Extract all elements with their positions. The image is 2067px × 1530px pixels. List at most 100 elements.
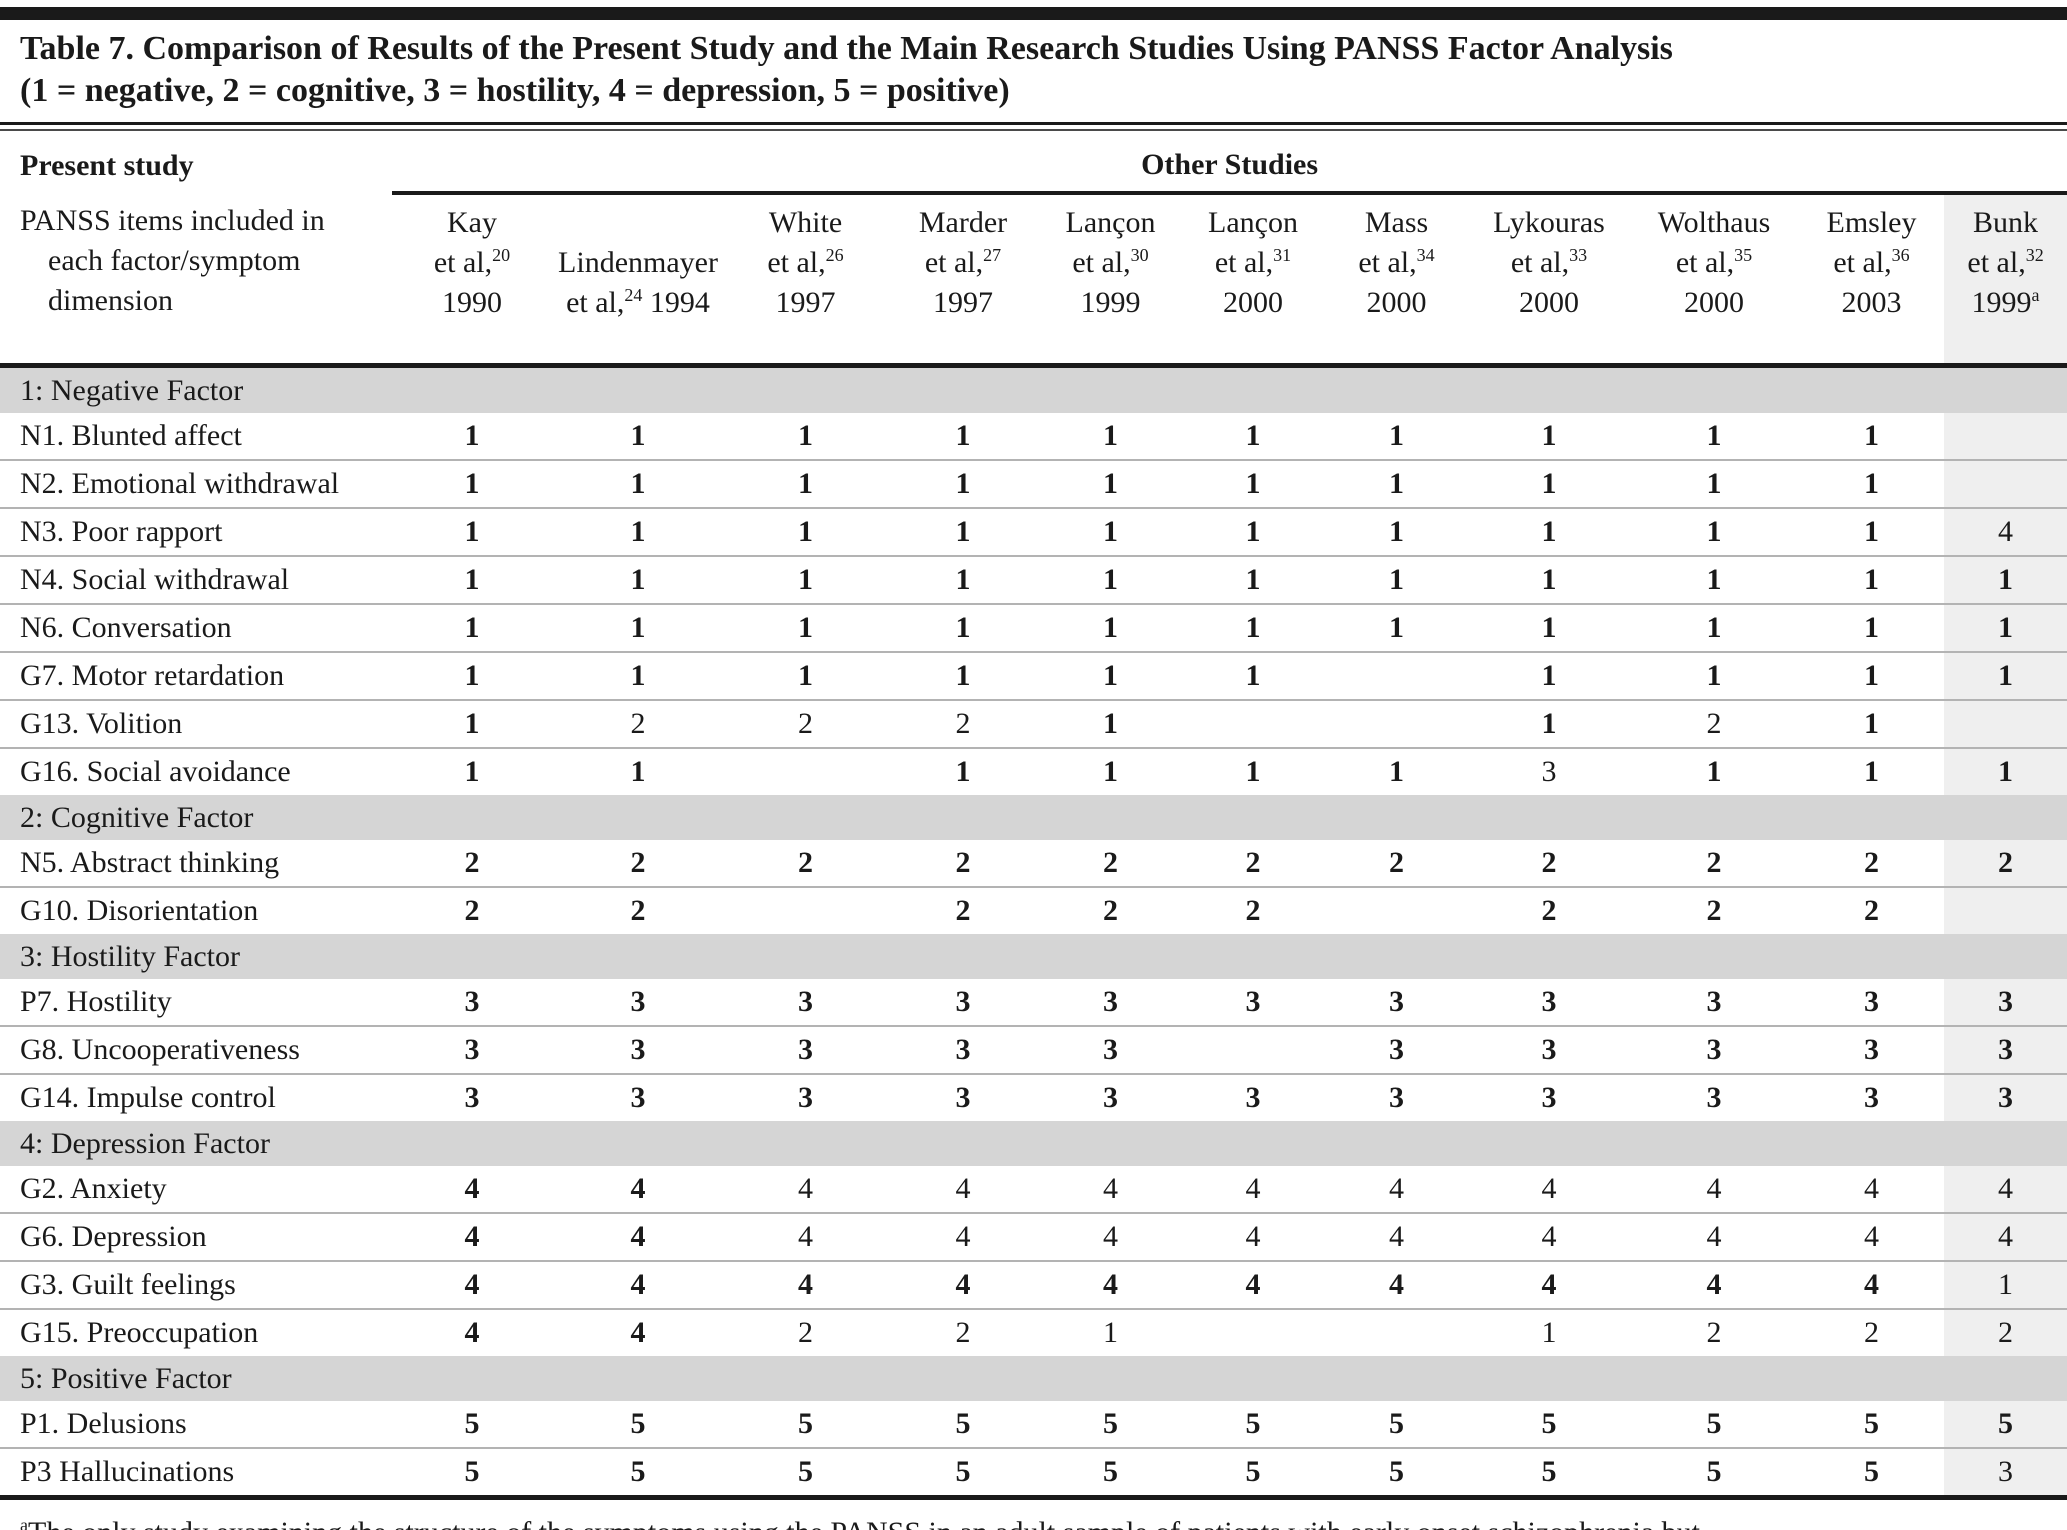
reference-superscript: a bbox=[2031, 285, 2040, 306]
value-cell: 1 bbox=[1629, 459, 1799, 509]
value-cell: 2 bbox=[1039, 886, 1182, 935]
column-header-line: Kay bbox=[447, 206, 497, 240]
value-cell: 1 bbox=[464, 419, 480, 453]
column-header-kay: Kay et al,20 1990 bbox=[392, 193, 552, 369]
value-cell: 1 bbox=[1944, 651, 2067, 701]
value-cell: 1 bbox=[552, 603, 724, 653]
table-row: N4. Social withdrawal 1 1 1 1 1 1 1 1 1 1 1 bbox=[0, 555, 2067, 605]
reference-superscript: 33 bbox=[1569, 245, 1588, 266]
value-cell: 1 bbox=[1799, 699, 1944, 749]
value-cell: 2 bbox=[392, 886, 552, 935]
value-cell: 1 bbox=[1039, 555, 1182, 605]
value-cell: 5 bbox=[464, 1407, 480, 1441]
value-cell bbox=[724, 747, 887, 796]
value-cell bbox=[1324, 699, 1469, 749]
value-cell: 2 bbox=[887, 1308, 1039, 1357]
value-cell: 1 bbox=[1799, 603, 1944, 653]
footnote-a-text: The only study examining the structure o… bbox=[28, 1516, 1700, 1530]
row-label: P3 Hallucinations bbox=[0, 1447, 392, 1496]
value-cell: 1 bbox=[1039, 699, 1182, 749]
table-row: N6. Conversation 1 1 1 1 1 1 1 1 1 1 1 bbox=[0, 603, 2067, 653]
value-cell: 1 bbox=[724, 459, 887, 509]
column-header-white: White et al,26 1997 bbox=[724, 193, 887, 369]
section-header: 2: Cognitive Factor bbox=[0, 795, 2067, 841]
reference-superscript: 30 bbox=[1130, 245, 1149, 266]
table-row: G2. Anxiety 4 4 4 4 4 4 4 4 4 4 4 bbox=[0, 1166, 2067, 1214]
value-cell: 1 bbox=[724, 507, 887, 557]
table-row: G8. Uncooperativeness 3 3 3 3 3 3 3 3 3 3 bbox=[0, 1025, 2067, 1075]
value-cell: 3 bbox=[1944, 1447, 2067, 1496]
value-cell: 1 bbox=[1469, 555, 1629, 605]
value-cell: 4 bbox=[1182, 1212, 1324, 1262]
value-cell: 3 bbox=[1389, 985, 1404, 1019]
value-cell: 1 bbox=[552, 651, 724, 701]
value-cell: 4 bbox=[1469, 1212, 1629, 1262]
value-cell: 3 bbox=[552, 1025, 724, 1075]
value-cell: 1 bbox=[392, 507, 552, 557]
value-cell: 4 bbox=[552, 1212, 724, 1262]
value-cell: 3 bbox=[1944, 979, 2067, 1027]
value-cell: 5 bbox=[1469, 1447, 1629, 1496]
value-cell: 3 bbox=[1799, 1073, 1944, 1122]
value-cell: 3 bbox=[1469, 747, 1629, 796]
column-header-line: et al,30 bbox=[1072, 245, 1149, 280]
value-cell: 1 bbox=[1944, 1260, 2067, 1310]
value-cell bbox=[1182, 699, 1324, 749]
value-cell: 1 bbox=[1039, 1308, 1182, 1357]
value-cell: 4 bbox=[798, 1172, 813, 1206]
value-cell: 1 bbox=[1469, 651, 1629, 701]
title-divider bbox=[0, 122, 2067, 132]
value-cell: 3 bbox=[1944, 1025, 2067, 1075]
value-cell: 1 bbox=[1039, 459, 1182, 509]
value-cell: 3 bbox=[1039, 1073, 1182, 1122]
table-body: 1: Negative Factor N1. Blunted affect 1 1 1 1… bbox=[0, 365, 2067, 1496]
table-row: G14. Impulse control 3 3 3 3 3 3 3 3 3 3 3 bbox=[0, 1073, 2067, 1122]
value-cell: 3 bbox=[1103, 985, 1118, 1019]
value-cell bbox=[1182, 1308, 1324, 1357]
reference-superscript: 32 bbox=[2025, 245, 2044, 266]
value-cell: 1 bbox=[1182, 555, 1324, 605]
value-cell: 1 bbox=[1324, 747, 1469, 796]
stub-header-line: each factor/symptom bbox=[48, 244, 301, 278]
value-cell: 2 bbox=[630, 846, 646, 880]
column-header-line: et al,24 1994 bbox=[566, 285, 710, 320]
table-row: G7. Motor retardation 1 1 1 1 1 1 1 1 1 1 bbox=[0, 651, 2067, 701]
table-row: G6. Depression 4 4 4 4 4 4 4 4 4 4 4 bbox=[0, 1212, 2067, 1262]
row-label: G14. Impulse control bbox=[0, 1073, 392, 1122]
value-cell: 1 bbox=[1039, 507, 1182, 557]
table-row: N1. Blunted affect 1 1 1 1 1 1 1 1 1 1 bbox=[0, 413, 2067, 461]
present-study-label: Present study bbox=[20, 149, 194, 183]
value-cell: 4 bbox=[1182, 1260, 1324, 1310]
value-cell: 4 bbox=[724, 1212, 887, 1262]
value-cell: 1 bbox=[887, 747, 1039, 796]
value-cell: 1 bbox=[1864, 419, 1879, 453]
column-header-emsley: Emsley et al,36 2003 bbox=[1799, 193, 1944, 369]
value-cell: 4 bbox=[1245, 1172, 1261, 1206]
value-cell: 5 bbox=[955, 1407, 971, 1441]
section-header: 3: Hostility Factor bbox=[0, 934, 2067, 980]
column-header-line: et al,35 bbox=[1675, 245, 1753, 280]
value-cell: 3 bbox=[1039, 1025, 1182, 1075]
value-cell: 3 bbox=[552, 1073, 724, 1122]
value-cell: 3 bbox=[464, 985, 480, 1019]
reference-superscript: 27 bbox=[983, 245, 1002, 266]
table-row: G15. Preoccupation 4 4 2 2 1 1 2 2 2 bbox=[0, 1308, 2067, 1357]
value-cell: 1 bbox=[1944, 747, 2067, 796]
column-header-line: Lançon bbox=[1208, 206, 1298, 240]
value-cell: 1 bbox=[887, 459, 1039, 509]
value-cell: 3 bbox=[1541, 985, 1557, 1019]
value-cell: 1 bbox=[887, 555, 1039, 605]
value-cell: 1 bbox=[1324, 459, 1469, 509]
column-header-line bbox=[552, 203, 724, 243]
value-cell: 2 bbox=[1799, 886, 1944, 935]
value-cell: 1 bbox=[887, 507, 1039, 557]
value-cell: 5 bbox=[630, 1407, 646, 1441]
value-cell: 1 bbox=[552, 555, 724, 605]
value-cell: 3 bbox=[1245, 985, 1261, 1019]
column-header-line: et al,27 bbox=[924, 245, 1002, 280]
column-header-mass: Mass et al,34 2000 bbox=[1324, 193, 1469, 369]
column-header-line: 2000 bbox=[1223, 286, 1283, 320]
value-cell: 4 bbox=[1944, 1166, 2067, 1214]
row-label: G8. Uncooperativeness bbox=[0, 1025, 392, 1075]
